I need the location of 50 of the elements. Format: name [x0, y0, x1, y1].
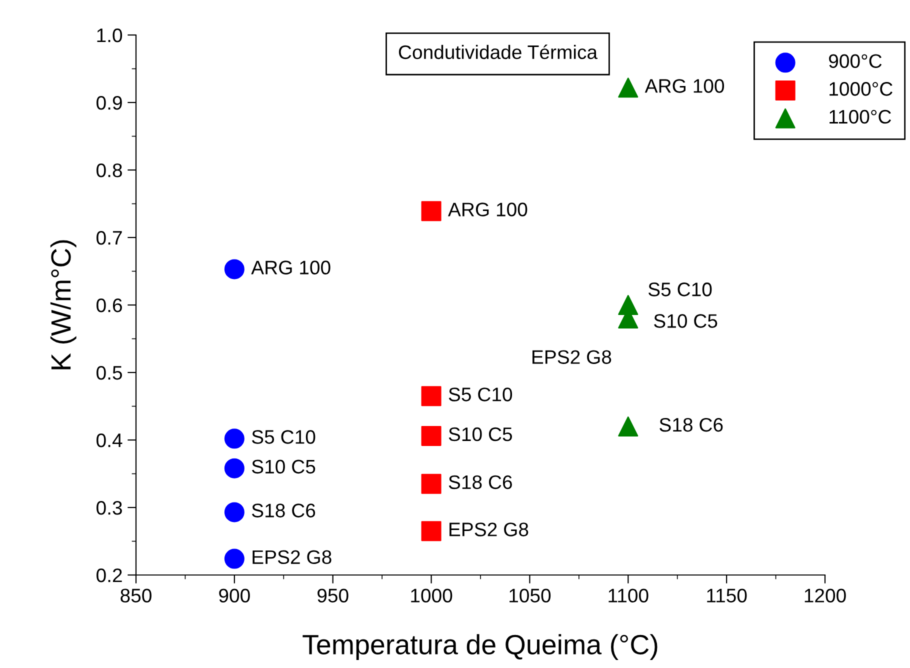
- chart-title: Condutividade Térmica: [398, 44, 598, 60]
- y-tick-label: 0.3: [96, 500, 122, 515]
- y-axis-title: K (W/m°C): [50, 240, 76, 370]
- x-tick-label: 1150: [707, 588, 747, 602]
- y-tick-label: 1.0: [97, 28, 122, 42]
- point: [421, 201, 442, 222]
- y-tick-label: 0.8: [96, 163, 122, 178]
- x-axis-title: Temperatura de Queima (°C): [302, 634, 658, 660]
- annotation: S10 C5: [252, 460, 316, 474]
- x-tick-label: 900: [219, 588, 250, 602]
- annotation: S18 C6: [448, 475, 512, 490]
- annotation: S5 C10: [648, 282, 712, 296]
- y-tick-label: 0.4: [96, 433, 122, 448]
- annotation: S18 C6: [660, 418, 723, 432]
- point: [224, 458, 244, 478]
- legend-label: 1100°C: [830, 110, 892, 124]
- legend-label: 900°C: [829, 54, 882, 68]
- x-tick-label: 950: [318, 588, 348, 602]
- annotation: S10 C5: [654, 314, 718, 328]
- point: [224, 428, 244, 449]
- x-tick-label: 1100: [608, 588, 648, 602]
- y-tick-label: 0.9: [96, 96, 122, 110]
- annotation: S5 C10: [252, 430, 316, 444]
- point: [421, 474, 442, 494]
- annotation: EPS2 G8: [450, 522, 528, 536]
- point: [618, 78, 638, 98]
- y-tick-label: 0.5: [96, 366, 122, 380]
- x-tick-label: 850: [120, 588, 152, 602]
- point: [421, 521, 442, 542]
- point: [224, 502, 244, 522]
- y-tick-label: 0.7: [96, 230, 122, 245]
- annotation: S18 C6: [252, 504, 316, 518]
- point: [421, 426, 442, 446]
- annotation: ARG 100: [448, 202, 528, 216]
- legend-label: 1000°C: [830, 82, 892, 96]
- x-tick-label: 1200: [804, 588, 846, 602]
- annotation: EPS2 G8: [532, 350, 612, 364]
- y-tick-label: 0.6: [96, 298, 122, 312]
- annotation: S10 C5: [448, 427, 512, 442]
- y-tick-label: 0.2: [96, 568, 122, 582]
- annotation: EPS2 G8: [252, 550, 332, 564]
- point: [618, 416, 638, 437]
- x-tick-label: 1000: [411, 588, 452, 602]
- point: [224, 548, 244, 569]
- annotation: ARG 100: [251, 260, 330, 274]
- annotation: ARG 100: [644, 79, 724, 93]
- annotation: S5 C10: [448, 388, 512, 402]
- point: [421, 386, 442, 406]
- x-tick-label: 1050: [510, 588, 551, 602]
- point: [224, 259, 244, 280]
